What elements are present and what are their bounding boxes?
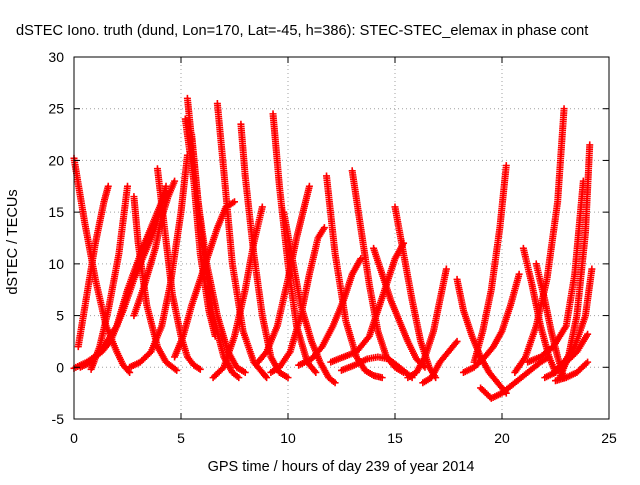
data-point-marker bbox=[171, 177, 179, 185]
plot-area-border bbox=[73, 56, 610, 420]
data-point-marker bbox=[104, 182, 112, 190]
data-point-marker bbox=[584, 330, 592, 338]
data-series bbox=[280, 208, 339, 387]
data-point-marker bbox=[560, 105, 568, 113]
data-series bbox=[209, 203, 266, 382]
data-series bbox=[470, 162, 510, 366]
data-point-marker bbox=[442, 265, 450, 273]
data-point-marker bbox=[218, 365, 226, 373]
data-point-marker bbox=[502, 162, 510, 170]
data-point-marker bbox=[196, 365, 204, 373]
data-series bbox=[511, 105, 568, 376]
data-series bbox=[181, 115, 219, 340]
data-series bbox=[459, 270, 523, 376]
x-tick-label: 5 bbox=[177, 430, 185, 446]
data-point-marker bbox=[357, 255, 365, 263]
data-series bbox=[130, 177, 179, 320]
data-points bbox=[70, 94, 596, 402]
data-point-marker bbox=[452, 339, 460, 347]
x-tick-label: 10 bbox=[280, 430, 296, 446]
data-point-marker bbox=[582, 360, 590, 368]
data-point-marker bbox=[241, 368, 249, 376]
axis-ticks: 0 5 10 15 20 25 -5 0 5 10 15 20 25 30 bbox=[48, 49, 617, 446]
data-point-marker bbox=[320, 224, 328, 232]
data-series bbox=[541, 330, 592, 382]
data-point-marker bbox=[262, 372, 270, 380]
data-point-marker bbox=[124, 367, 132, 375]
data-series bbox=[295, 255, 365, 369]
x-tick-label: 25 bbox=[601, 430, 617, 446]
data-point-marker bbox=[124, 182, 131, 190]
y-tick-label: 25 bbox=[48, 101, 64, 117]
data-point-marker bbox=[312, 368, 320, 376]
data-series bbox=[404, 265, 450, 382]
data-series bbox=[348, 167, 408, 376]
data-point-marker bbox=[171, 365, 179, 373]
y-tick-label: 30 bbox=[48, 49, 64, 65]
data-point-marker bbox=[588, 265, 596, 273]
data-series bbox=[370, 244, 429, 371]
y-tick-label: 10 bbox=[48, 256, 64, 272]
data-point-marker bbox=[584, 358, 592, 366]
data-point-marker bbox=[263, 374, 271, 382]
y-tick-label: 0 bbox=[56, 359, 64, 375]
y-tick-label: 15 bbox=[48, 204, 64, 220]
x-tick-label: 20 bbox=[494, 430, 510, 446]
y-axis-label: dSTEC / TECUs bbox=[5, 189, 21, 294]
data-point-marker bbox=[586, 141, 594, 149]
data-point-marker bbox=[311, 367, 319, 375]
data-point-marker bbox=[258, 203, 266, 211]
data-series bbox=[419, 337, 461, 387]
data-series bbox=[254, 182, 313, 366]
x-tick-label: 15 bbox=[387, 430, 403, 446]
data-series bbox=[524, 177, 587, 366]
data-point-marker bbox=[211, 332, 219, 340]
data-point-marker bbox=[173, 366, 181, 374]
data-series bbox=[87, 182, 131, 373]
data-point-marker bbox=[331, 379, 339, 387]
data-series bbox=[552, 358, 592, 385]
data-point-marker bbox=[231, 198, 238, 206]
data-point-marker bbox=[235, 374, 243, 382]
data-point-marker bbox=[453, 337, 461, 345]
y-tick-label: 5 bbox=[56, 308, 64, 324]
data-series bbox=[74, 182, 112, 351]
y-tick-label: 20 bbox=[48, 152, 64, 168]
data-point-marker bbox=[378, 374, 386, 382]
x-tick-label: 0 bbox=[70, 430, 78, 446]
data-point-marker bbox=[284, 374, 292, 382]
chart-title: dSTEC Iono. truth (dund, Lon=170, Lat=-4… bbox=[16, 23, 588, 39]
data-point-marker bbox=[305, 182, 313, 190]
x-axis-label: GPS time / hours of day 239 of year 2014 bbox=[208, 459, 475, 475]
data-point-marker bbox=[515, 270, 523, 278]
y-tick-label: -5 bbox=[52, 411, 65, 427]
